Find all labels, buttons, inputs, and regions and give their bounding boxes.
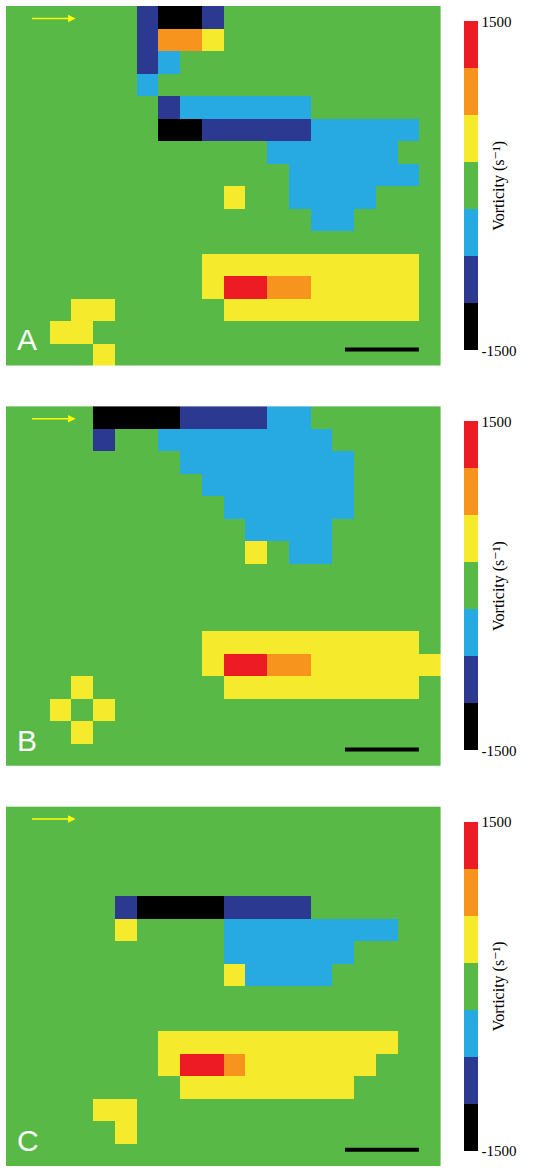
svg-text:-1500: -1500	[482, 1143, 517, 1159]
svg-text:C: C	[17, 1124, 39, 1157]
svg-text:Vorticity (s⁻¹): Vorticity (s⁻¹)	[490, 941, 508, 1031]
svg-text:-1500: -1500	[482, 743, 517, 759]
svg-text:1500: 1500	[482, 14, 512, 30]
svg-text:1500: 1500	[482, 814, 512, 830]
svg-text:1500: 1500	[482, 414, 512, 430]
svg-text:Vorticity (s⁻¹): Vorticity (s⁻¹)	[490, 141, 508, 231]
svg-text:-1500: -1500	[482, 343, 517, 359]
svg-text:B: B	[17, 724, 37, 757]
svg-text:A: A	[17, 323, 37, 356]
svg-text:Vorticity (s⁻¹): Vorticity (s⁻¹)	[490, 541, 508, 631]
